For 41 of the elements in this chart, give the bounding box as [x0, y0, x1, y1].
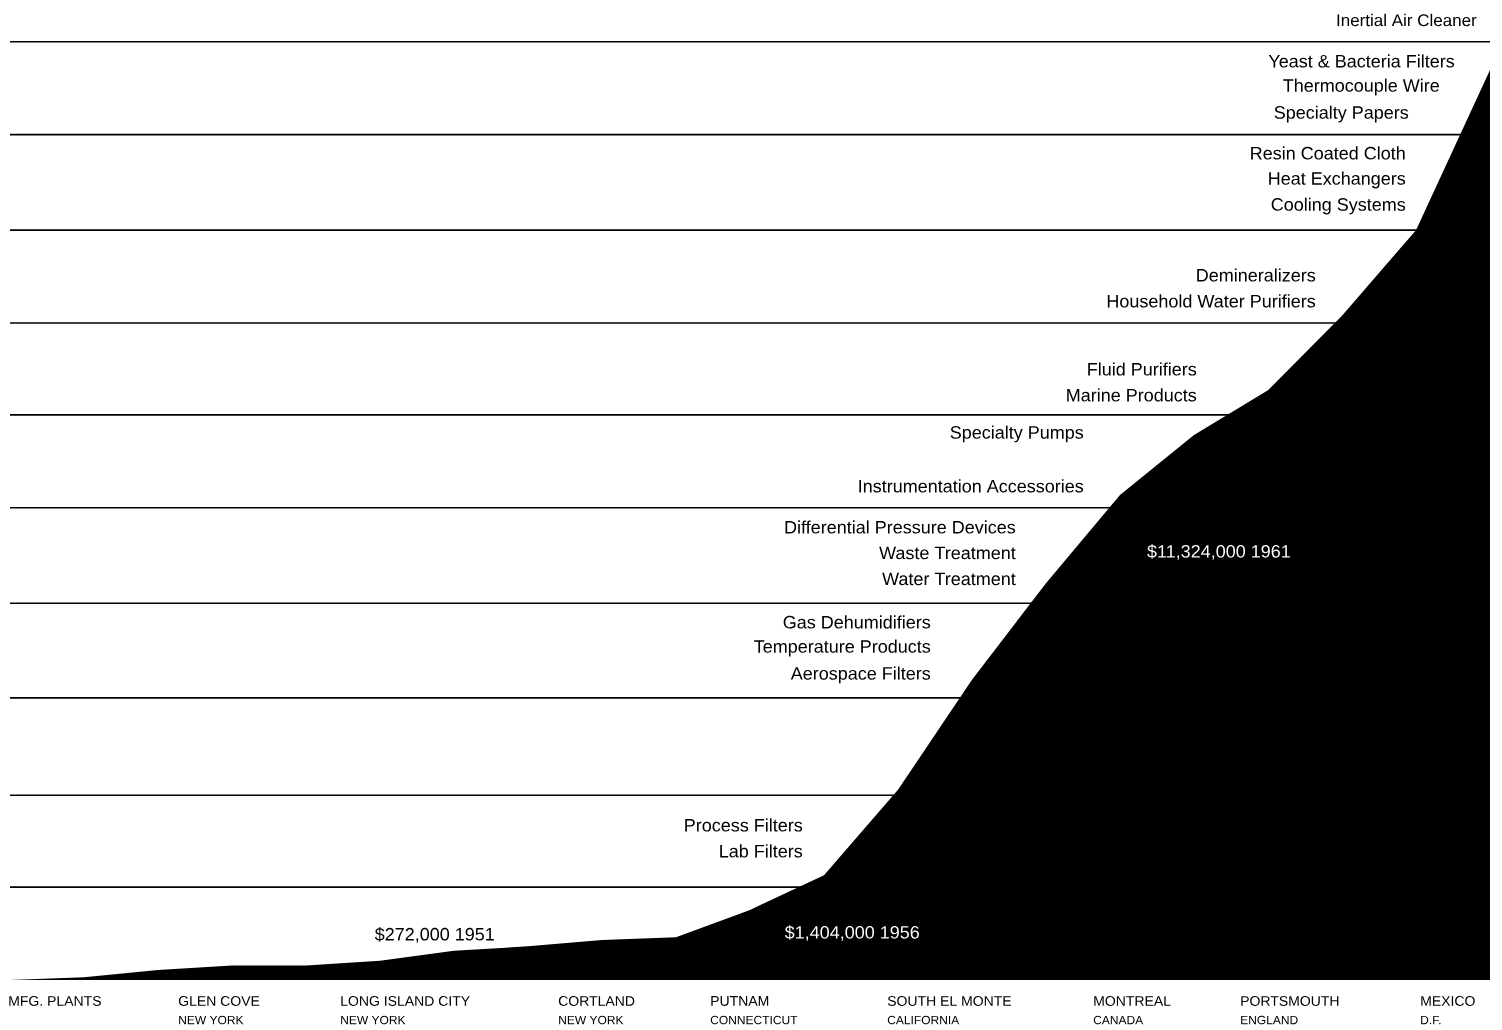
text: ENGLAND: [1241, 1015, 1298, 1025]
annotation: Thermocouple Wire: [1283, 78, 1439, 96]
annotation: Demineralizers: [1197, 268, 1316, 282]
annotation: Specialty Papers: [1274, 105, 1409, 123]
annotation: Lab Filters: [720, 844, 803, 858]
annotation: Marine Products: [1067, 388, 1197, 402]
text: Inertial Air Cleaner: [1337, 13, 1477, 27]
text: MONTREAL: [1094, 996, 1171, 1006]
annotation: Water Treatment: [882, 572, 1016, 586]
text: Yeast & Bacteria Filters: [1268, 54, 1455, 68]
annotation: $1,404,000 1956: [784, 925, 919, 941]
annotation: Household Water Purifiers: [1107, 294, 1316, 308]
text: NEW YORK: [341, 1015, 406, 1025]
annotation: Heat Exchangers: [1269, 171, 1406, 189]
text: MEXICO: [1421, 996, 1475, 1006]
text: LONG ISLAND CITY: [341, 996, 470, 1006]
annotation: Fluid Purifiers: [1088, 362, 1197, 376]
text: PORTSMOUTH: [1241, 996, 1339, 1006]
text: PUTNAM: [711, 996, 769, 1006]
annotation: Differential Pressure Devices: [785, 520, 1016, 534]
text: GLEN COVE: [178, 996, 260, 1006]
annotation: Process Filters: [685, 818, 803, 832]
annotation: Gas Dehumidifiers: [783, 615, 931, 629]
text: SOUTH EL MONTE: [887, 996, 1012, 1006]
annotation: $272,000 1951: [374, 927, 494, 943]
annotation: $11,324,000 1961: [1147, 544, 1290, 560]
text: NEW YORK: [559, 1015, 624, 1025]
annotation: Resin Coated Cloth: [1251, 146, 1405, 160]
annotation: Specialty Pumps: [950, 425, 1084, 443]
text: CONNECTICUT: [710, 1015, 798, 1025]
text: CANADA: [1093, 1015, 1144, 1025]
annotation: Temperature Products: [754, 639, 931, 657]
annotation: Instrumentation Accessories: [859, 479, 1084, 493]
annotation: Waste Treatment: [879, 546, 1016, 560]
text: NEW YORK: [179, 1015, 244, 1025]
text: CORTLAND: [558, 996, 635, 1006]
text: CALIFORNIA: [887, 1015, 960, 1025]
annotation: Cooling Systems: [1271, 197, 1406, 215]
text: D.F.: [1421, 1015, 1441, 1025]
text: MFG. PLANTS: [9, 996, 101, 1006]
annotation: Aerospace Filters: [790, 666, 931, 684]
